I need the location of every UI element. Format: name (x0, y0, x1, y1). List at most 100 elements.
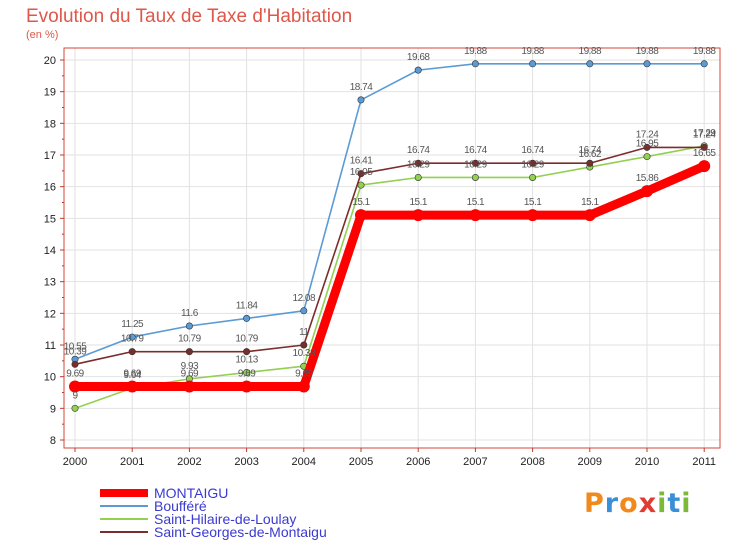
data-label: 18.74 (350, 82, 373, 93)
data-point (414, 66, 422, 74)
x-tick-label: 2001 (120, 456, 144, 468)
data-point (643, 153, 651, 161)
data-point (586, 60, 594, 68)
data-point (355, 209, 367, 222)
data-point (529, 60, 537, 68)
data-point (700, 60, 708, 68)
data-point (529, 173, 537, 181)
y-tick-label: 9 (50, 403, 56, 415)
data-point (698, 160, 711, 173)
data-label: 9 (72, 390, 78, 401)
data-label: 17.24 (693, 129, 716, 140)
legend-swatch (100, 505, 148, 507)
data-label: 19.88 (464, 46, 487, 57)
chart-title: Evolution du Taux de Taxe d'Habitation (26, 6, 353, 27)
data-label: 9.69 (66, 368, 84, 379)
legend-label: Saint-Georges-de-Montaigu (154, 524, 327, 540)
data-label: 16.29 (464, 159, 487, 170)
y-tick-label: 10 (44, 372, 56, 384)
y-tick-label: 8 (50, 435, 56, 447)
legend-label: MONTAIGU (154, 485, 229, 501)
data-point (471, 173, 479, 181)
data-point (643, 143, 651, 151)
x-tick-label: 2006 (406, 456, 430, 468)
data-point (69, 380, 81, 393)
data-label: 11 (299, 327, 309, 338)
legend-swatch (100, 518, 148, 520)
data-point (643, 60, 651, 68)
data-point (300, 341, 308, 349)
data-label: 15.1 (467, 197, 485, 208)
data-point (243, 314, 251, 322)
chart-subtitle: (en %) (26, 29, 59, 41)
proxiti-logo: Proxiti (584, 488, 692, 519)
data-point (240, 380, 253, 393)
data-label: 19.88 (636, 46, 659, 57)
legend-label: Saint-Hilaire-de-Loulay (154, 511, 297, 527)
data-label: 16.62 (579, 149, 602, 160)
data-label: 17.29 (693, 128, 716, 139)
y-tick-label: 14 (44, 245, 56, 257)
data-label: 16.95 (636, 139, 659, 150)
data-point (586, 159, 594, 167)
data-label: 11.84 (236, 300, 259, 311)
data-point (185, 348, 193, 356)
y-tick-label: 19 (44, 87, 56, 99)
data-point (471, 60, 479, 68)
data-label: 10.33 (293, 348, 316, 359)
data-label: 16.29 (521, 159, 544, 170)
data-label: 10.79 (121, 334, 144, 345)
data-label: 12.08 (293, 293, 316, 304)
data-label: 15.86 (636, 173, 659, 184)
data-label: 19.68 (407, 52, 430, 63)
logo-letter: x (638, 488, 658, 519)
data-label: 16.65 (693, 148, 716, 159)
data-label: 10.79 (178, 334, 201, 345)
data-point (71, 404, 79, 412)
data-label: 16.41 (350, 156, 373, 167)
y-tick-label: 15 (44, 213, 56, 225)
plot-frame (63, 47, 721, 449)
y-tick-label: 11 (45, 340, 56, 352)
data-point (297, 380, 310, 393)
data-point (414, 173, 422, 181)
data-label: 19.88 (693, 46, 716, 57)
data-point (526, 209, 539, 222)
x-tick-label: 2007 (463, 456, 487, 468)
y-tick-label: 17 (44, 150, 56, 162)
logo-letter: i (657, 488, 668, 519)
data-point (243, 348, 251, 356)
data-label: 10.13 (235, 355, 258, 366)
x-tick-label: 2000 (63, 456, 87, 468)
logo-letter: i (681, 488, 692, 519)
data-point (71, 360, 79, 368)
data-point (641, 185, 653, 198)
data-label: 10.39 (64, 346, 87, 357)
data-label: 16.05 (350, 167, 373, 178)
data-label: 9.69 (238, 368, 256, 379)
data-point (185, 322, 193, 330)
logo-letter: P (584, 488, 605, 519)
data-label: 9.69 (295, 368, 313, 379)
data-label: 15.1 (409, 197, 427, 208)
data-label: 9.69 (181, 368, 199, 379)
data-label: 19.88 (579, 46, 602, 57)
data-label: 17.24 (636, 129, 659, 140)
series-line-saint-georges-de-montaigu (74, 146, 706, 366)
data-point (469, 209, 482, 222)
data-point (128, 348, 136, 356)
data-point (412, 209, 425, 222)
data-point (183, 380, 196, 393)
data-point (414, 159, 422, 167)
data-point (471, 159, 479, 167)
data-point (243, 369, 251, 377)
data-point (357, 170, 365, 178)
x-tick-label: 2008 (520, 456, 544, 468)
x-tick-label: 2011 (692, 456, 716, 468)
x-tick-label: 2010 (635, 456, 659, 468)
data-label: 16.74 (521, 145, 544, 156)
logo-letter: o (619, 488, 639, 519)
data-point (300, 307, 308, 315)
data-label: 15.1 (581, 197, 599, 208)
